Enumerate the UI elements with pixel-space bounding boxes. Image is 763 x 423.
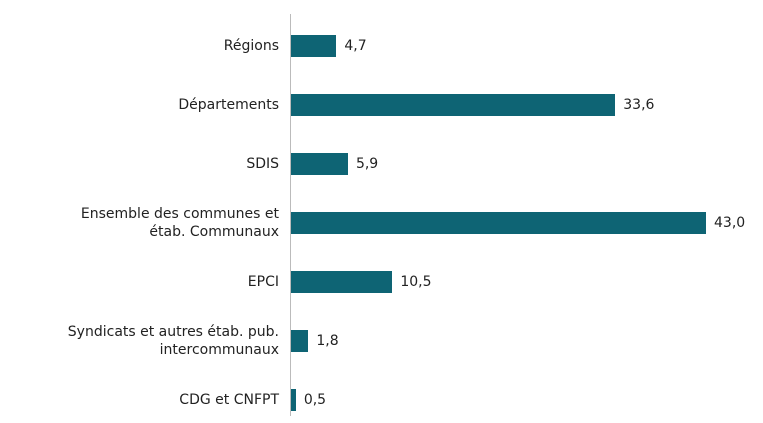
category-label: SDIS xyxy=(246,156,279,172)
category-label: Départements xyxy=(178,97,279,113)
bar xyxy=(291,35,337,57)
bar xyxy=(291,212,706,234)
category-label: Syndicats et autres étab. pub. intercomm… xyxy=(67,324,279,358)
category-label: EPCI xyxy=(247,274,279,290)
bar xyxy=(291,389,296,411)
bar xyxy=(291,94,616,116)
value-label: 33,6 xyxy=(623,97,655,113)
value-label: 10,5 xyxy=(400,274,432,290)
value-label: 4,7 xyxy=(344,38,367,54)
value-label: 0,5 xyxy=(303,392,327,408)
value-label: 1,8 xyxy=(316,333,339,349)
bar xyxy=(291,153,348,175)
bar xyxy=(291,271,393,293)
axis-line xyxy=(290,14,291,416)
category-label: CDG et CNFPT xyxy=(179,392,279,408)
category-label: Ensemble des communes et étab. Communaux xyxy=(80,206,279,240)
value-label: 5,9 xyxy=(355,156,379,172)
value-label: 43,0 xyxy=(714,215,746,231)
bar xyxy=(291,330,309,352)
category-label: Régions xyxy=(223,38,279,54)
